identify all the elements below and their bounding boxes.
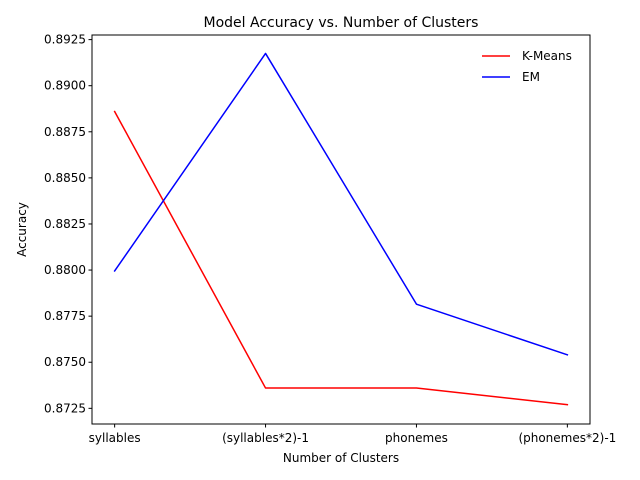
series-line-k-means (113, 110, 569, 406)
y-axis: 0.8725 0.8750 0.8775 0.8800 0.8825 0.8850 0.88… (44, 33, 92, 415)
axes-frame (91, 34, 591, 425)
x-tick-label: phonemes (385, 431, 448, 445)
chart-title: Model Accuracy vs. Number of Clusters (204, 15, 479, 31)
series-layer (113, 52, 569, 406)
y-tick-label: 0.8850 (44, 171, 86, 185)
y-axis-label: Accuracy (15, 202, 29, 257)
legend-label: K-Means (522, 49, 572, 63)
series-line-em (113, 52, 569, 356)
y-tick-label: 0.8800 (44, 263, 86, 277)
legend: K-Means EM (482, 49, 572, 84)
x-axis-label: Number of Clusters (283, 451, 399, 465)
y-tick-label: 0.8725 (44, 401, 86, 415)
plot-area (92, 35, 590, 424)
y-tick-label: 0.8750 (44, 355, 86, 369)
x-tick-label: (phonemes*2)-1 (518, 431, 616, 445)
x-axis: syllables (syllables*2)-1 phonemes (phoneme… (89, 424, 616, 445)
x-tick-label: syllables (89, 431, 141, 445)
y-tick-label: 0.8775 (44, 309, 86, 323)
x-tick-label: (syllables*2)-1 (222, 431, 309, 445)
y-tick-label: 0.8925 (44, 33, 86, 47)
legend-label: EM (522, 70, 540, 84)
y-tick-label: 0.8825 (44, 217, 86, 231)
y-tick-label: 0.8900 (44, 79, 86, 93)
y-tick-label: 0.8875 (44, 125, 86, 139)
